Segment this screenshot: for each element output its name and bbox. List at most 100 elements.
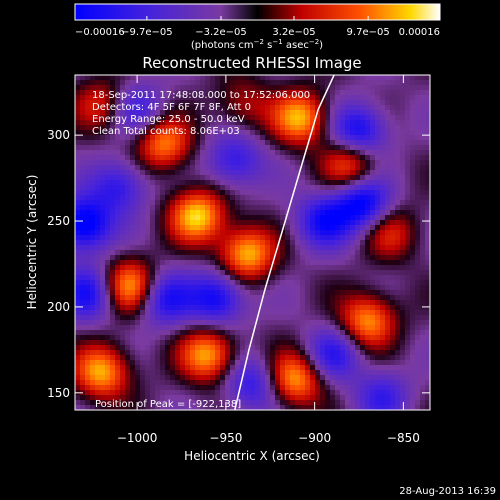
heatmap-cell [135,125,140,130]
heatmap-cell [330,265,335,270]
heatmap-cell [170,365,175,370]
heatmap-cell [230,370,235,375]
heatmap-cell [395,250,400,255]
heatmap-cell [155,210,160,215]
heatmap-cell [90,325,95,330]
heatmap-cell [410,195,415,200]
heatmap-cell [90,120,95,125]
heatmap-cell [170,315,175,320]
heatmap-cell [205,300,210,305]
heatmap-cell [350,280,355,285]
heatmap-cell [290,375,295,380]
heatmap-cell [320,275,325,280]
heatmap-cell [395,395,400,400]
heatmap-cell [135,325,140,330]
heatmap-cell [420,300,425,305]
heatmap-cell [215,265,220,270]
heatmap-cell [105,225,110,230]
heatmap-cell [350,240,355,245]
heatmap-cell [180,125,185,130]
heatmap-cell [420,125,425,130]
heatmap-cell [190,335,195,340]
heatmap-cell [195,295,200,300]
heatmap-cell [280,155,285,160]
heatmap-cell [230,400,235,405]
heatmap-cell [285,195,290,200]
heatmap-cell [420,220,425,225]
heatmap-cell [135,345,140,350]
heatmap-cell [280,350,285,355]
heatmap-cell [75,405,80,410]
heatmap-cell [185,95,190,100]
heatmap-cell [170,320,175,325]
heatmap-cell [250,245,255,250]
heatmap-cell [245,300,250,305]
heatmap-cell [235,85,240,90]
heatmap-cell [350,165,355,170]
heatmap-cell [190,220,195,225]
heatmap-cell [115,200,120,205]
heatmap-cell [300,110,305,115]
heatmap-cell [370,85,375,90]
heatmap-cell [105,75,110,80]
heatmap-cell [190,145,195,150]
heatmap-cell [315,245,320,250]
heatmap-cell [390,155,395,160]
heatmap-cell [245,310,250,315]
heatmap-cell [290,150,295,155]
heatmap-cell [260,105,265,110]
heatmap-cell [150,130,155,135]
heatmap-cell [275,145,280,150]
heatmap-cell [120,125,125,130]
heatmap-cell [350,290,355,295]
heatmap-cell [220,150,225,155]
heatmap-cell [160,330,165,335]
heatmap-cell [150,310,155,315]
heatmap-cell [335,80,340,85]
heatmap-cell [380,280,385,285]
heatmap-cell [300,105,305,110]
heatmap-cell [305,250,310,255]
heatmap-cell [200,135,205,140]
heatmap-cell [80,325,85,330]
heatmap-cell [135,320,140,325]
heatmap-cell [115,155,120,160]
heatmap-cell [345,265,350,270]
heatmap-cell [395,235,400,240]
heatmap-cell [275,225,280,230]
heatmap-cell [270,250,275,255]
heatmap-cell [300,395,305,400]
heatmap-cell [140,195,145,200]
heatmap-cell [170,275,175,280]
heatmap-cell [225,280,230,285]
x-tick-label: −850 [387,431,420,445]
heatmap-cell [115,365,120,370]
heatmap-cell [365,155,370,160]
heatmap-cell [90,175,95,180]
heatmap-cell [260,205,265,210]
heatmap-cell [375,80,380,85]
heatmap-cell [270,310,275,315]
heatmap-cell [285,135,290,140]
heatmap-cell [250,200,255,205]
heatmap-cell [425,350,430,355]
heatmap-cell [105,205,110,210]
heatmap-cell [125,215,130,220]
heatmap-cell [340,295,345,300]
heatmap-cell [125,295,130,300]
heatmap-cell [305,165,310,170]
heatmap-cell [205,185,210,190]
heatmap-cell [95,135,100,140]
heatmap-cell [110,380,115,385]
heatmap-cell [175,330,180,335]
heatmap-cell [180,195,185,200]
heatmap-cell [420,315,425,320]
heatmap-cell [385,180,390,185]
heatmap-cell [210,85,215,90]
heatmap-cell [90,315,95,320]
heatmap-cell [145,250,150,255]
heatmap-cell [180,350,185,355]
heatmap-cell [300,170,305,175]
heatmap-cell [215,240,220,245]
heatmap-cell [410,330,415,335]
